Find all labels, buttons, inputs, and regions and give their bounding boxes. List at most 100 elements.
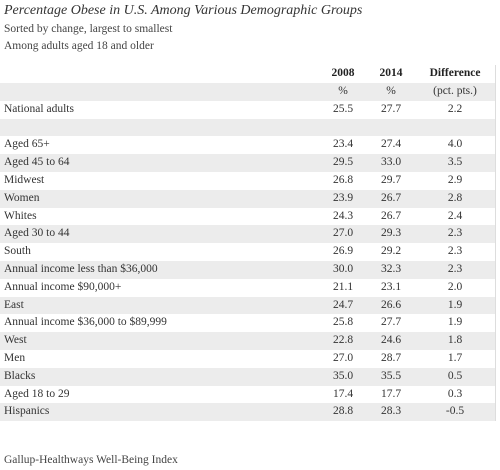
table-row: Annual income $90,000+ 21.1 23.1 2.0 xyxy=(0,279,496,297)
table-cell: 2.2 xyxy=(447,102,463,115)
table-cell: 27.7 xyxy=(380,102,402,115)
table-cell: 25.5 xyxy=(332,102,354,115)
table-cell: 0.5 xyxy=(415,367,496,386)
table-cell: 2008 xyxy=(331,67,355,80)
table-cell: 0.3 xyxy=(447,387,463,400)
table-cell: Women xyxy=(0,189,319,208)
subtitle: Among adults aged 18 and older xyxy=(4,40,154,52)
table-cell: 29.3 xyxy=(367,225,415,244)
subtitle: Sorted by change, largest to smallest xyxy=(4,23,173,35)
table-cell: 23.9 xyxy=(319,189,367,208)
table-cell: 24.6 xyxy=(367,332,415,350)
table-cell: National adults xyxy=(4,102,74,115)
table-cell: 33.0 xyxy=(367,154,415,172)
table-row: South 26.9 29.2 2.3 xyxy=(0,243,496,261)
table-cell: 24.3 xyxy=(332,209,354,222)
table-row: Annual income less than $36,000 30.0 32.3 2… xyxy=(0,260,496,279)
table-cell: Difference xyxy=(429,67,481,80)
table-cell: 2.3 xyxy=(447,245,463,258)
empty-cell xyxy=(367,118,415,137)
table-cell: 27.0 xyxy=(332,351,354,364)
table-row: Blacks 35.0 35.5 0.5 xyxy=(0,367,496,386)
table-cell: 2.4 xyxy=(447,209,463,222)
table-cell: 23.4 xyxy=(332,138,354,151)
table-cell: 17.7 xyxy=(380,387,402,400)
table-cell: 1.7 xyxy=(447,351,463,364)
table-cell: 35.5 xyxy=(367,367,415,386)
table-cell: 27.4 xyxy=(380,138,402,151)
table-cell: East xyxy=(0,296,319,315)
source: Gallup-Healthways Well-Being Index xyxy=(4,454,178,466)
table-row: Hispanics 28.8 28.3 -0.5 xyxy=(0,403,496,422)
empty-cell xyxy=(0,65,319,83)
table-cell: 28.7 xyxy=(380,351,402,364)
table-row: East 24.7 26.6 1.9 xyxy=(0,296,496,315)
table-cell: Annual income less than $36,000 xyxy=(0,260,319,279)
table-row: Midwest 26.8 29.7 2.9 xyxy=(0,172,496,190)
table-cell: 35.0 xyxy=(319,367,367,386)
table-row: Aged 18 to 29 17.4 17.7 0.3 xyxy=(0,386,496,404)
table-cell: Aged 18 to 29 xyxy=(4,387,70,400)
table-row: Aged 45 to 64 29.5 33.0 3.5 xyxy=(0,154,496,172)
table-cell: 26.8 xyxy=(332,173,354,186)
table-cell: 3.5 xyxy=(415,154,496,172)
table-cell: 2014 xyxy=(379,67,403,80)
table-cell: 25.8 xyxy=(332,316,354,329)
table-cell: West xyxy=(0,332,319,350)
table-cell: 1.9 xyxy=(415,296,496,315)
table-cell: 2.8 xyxy=(415,189,496,208)
table-cell: 23.1 xyxy=(380,280,402,293)
table-cell: Annual income $36,000 to $89,999 xyxy=(4,316,167,329)
table-cell: 21.1 xyxy=(332,280,354,293)
table-cell: 30.0 xyxy=(319,260,367,279)
table-row: 2008 2014 Difference xyxy=(0,65,496,83)
data-table: 2008 2014 Difference%% (pct. pts.) National … xyxy=(0,65,496,422)
table-row: West 22.8 24.6 1.8 xyxy=(0,332,496,350)
table-cell: % xyxy=(367,83,415,101)
table-cell: 4.0 xyxy=(447,138,463,151)
table-row: Women 23.9 26.7 2.8 xyxy=(0,189,496,208)
table-cell: 28.8 xyxy=(319,403,367,422)
empty-cell xyxy=(415,118,496,137)
table-cell: 29.2 xyxy=(380,245,402,258)
empty-cell xyxy=(0,83,319,101)
table-cell: 2.3 xyxy=(415,225,496,244)
table-row: Men 27.0 28.7 1.7 xyxy=(0,350,496,368)
empty-cell xyxy=(0,118,319,137)
table-cell: 2.0 xyxy=(447,280,463,293)
table-cell: % xyxy=(319,83,367,101)
table-cell: 28.3 xyxy=(367,403,415,422)
table-cell: (pct. pts.) xyxy=(415,83,496,101)
table-cell: South xyxy=(4,245,31,258)
table-cell: Aged 30 to 44 xyxy=(0,225,319,244)
table-cell: Aged 65+ xyxy=(4,138,50,151)
table-cell: 26.7 xyxy=(380,209,402,222)
table-row: Aged 65+ 23.4 27.4 4.0 xyxy=(0,136,496,154)
table-cell: 2.9 xyxy=(447,173,463,186)
table-cell: 29.5 xyxy=(319,154,367,172)
table-cell: 1.9 xyxy=(447,316,463,329)
table-cell: 2.3 xyxy=(415,260,496,279)
table-row: %% (pct. pts.) xyxy=(0,83,496,101)
table-cell: 24.7 xyxy=(319,296,367,315)
table-cell: Blacks xyxy=(0,367,319,386)
empty-cell xyxy=(319,118,367,137)
table-cell: 26.9 xyxy=(332,245,354,258)
table-cell: 22.8 xyxy=(319,332,367,350)
table-cell: 26.6 xyxy=(367,296,415,315)
table-row: Whites 24.3 26.7 2.4 xyxy=(0,208,496,226)
table-row: Aged 30 to 44 27.0 29.3 2.3 xyxy=(0,225,496,244)
table-cell: -0.5 xyxy=(415,403,496,422)
table-cell: 1.8 xyxy=(415,332,496,350)
table-row xyxy=(0,118,496,137)
table-cell: Men xyxy=(4,351,26,364)
table-cell: 29.7 xyxy=(380,173,402,186)
table-cell: 17.4 xyxy=(332,387,354,400)
table-cell: 27.7 xyxy=(380,316,402,329)
table-cell: 27.0 xyxy=(319,225,367,244)
table-cell: Aged 45 to 64 xyxy=(0,154,319,172)
table-cell: Whites xyxy=(4,209,37,222)
table-cell: Hispanics xyxy=(0,403,319,422)
table-row: Annual income $36,000 to $89,999 25.8 27.7… xyxy=(0,314,496,332)
table-cell: 32.3 xyxy=(367,260,415,279)
